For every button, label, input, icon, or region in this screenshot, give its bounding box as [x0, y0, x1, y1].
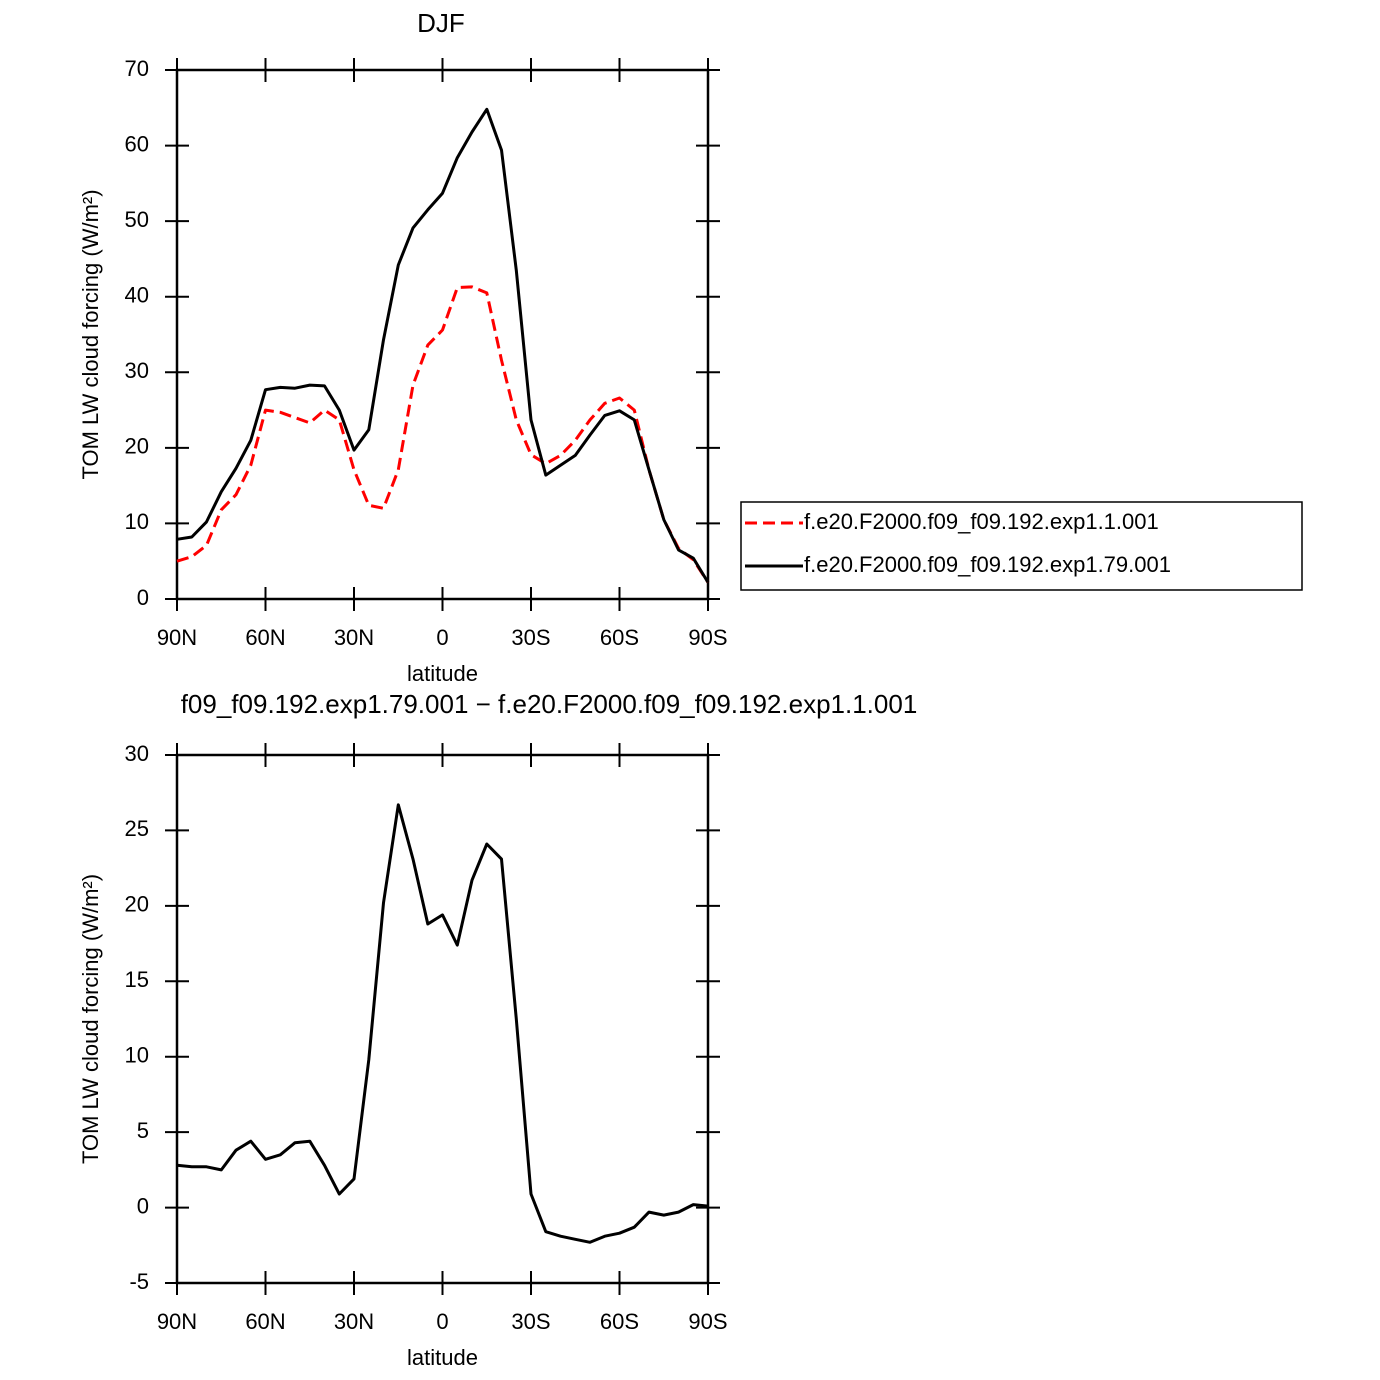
y-axis-label: TOM LW cloud forcing (W/m²) [78, 874, 103, 1164]
x-tick-label: 0 [436, 625, 448, 650]
y-tick-label: 70 [125, 56, 149, 81]
y-tick-label: 20 [125, 434, 149, 459]
x-tick-label: 30N [334, 625, 374, 650]
y-tick-label: 10 [125, 509, 149, 534]
legend-label: f.e20.F2000.f09_f09.192.exp1.79.001 [804, 552, 1171, 577]
data-line [176, 285, 710, 584]
y-tick-label: 50 [125, 207, 149, 232]
x-tick-label: 90N [157, 625, 197, 650]
data-line [176, 107, 710, 584]
chart-title: f09_f09.192.exp1.79.001 − f.e20.F2000.f0… [181, 689, 918, 719]
y-tick-label: 30 [125, 741, 149, 766]
y-tick-label: 0 [137, 585, 149, 610]
x-tick-label: 0 [436, 1309, 448, 1334]
y-tick-label: 0 [137, 1193, 149, 1218]
x-tick-label: 30N [334, 1309, 374, 1334]
x-tick-label: 60N [245, 625, 285, 650]
x-tick-label: 90S [688, 625, 727, 650]
legend-box [740, 501, 1303, 591]
y-tick-label: 20 [125, 892, 149, 917]
chart-title: DJF [417, 8, 465, 38]
plot-frame [175, 753, 710, 1285]
x-axis-label: latitude [407, 1345, 478, 1370]
y-tick-label: -5 [129, 1269, 149, 1294]
y-tick-label: 30 [125, 358, 149, 383]
x-tick-label: 60N [245, 1309, 285, 1334]
data-line [176, 803, 709, 1244]
legend-label: f.e20.F2000.f09_f09.192.exp1.1.001 [804, 509, 1159, 534]
y-tick-label: 60 [125, 131, 149, 156]
y-tick-label: 10 [125, 1043, 149, 1068]
y-axis-label: TOM LW cloud forcing (W/m²) [78, 189, 103, 479]
y-tick-label: 15 [125, 967, 149, 992]
y-tick-label: 5 [137, 1118, 149, 1143]
x-tick-label: 60S [600, 1309, 639, 1334]
x-tick-label: 30S [511, 1309, 550, 1334]
x-tick-label: 60S [600, 625, 639, 650]
x-tick-label: 30S [511, 625, 550, 650]
x-axis-label: latitude [407, 661, 478, 686]
plot-frame [175, 68, 710, 601]
x-tick-label: 90N [157, 1309, 197, 1334]
y-tick-label: 25 [125, 816, 149, 841]
y-tick-label: 40 [125, 283, 149, 308]
x-tick-label: 90S [688, 1309, 727, 1334]
